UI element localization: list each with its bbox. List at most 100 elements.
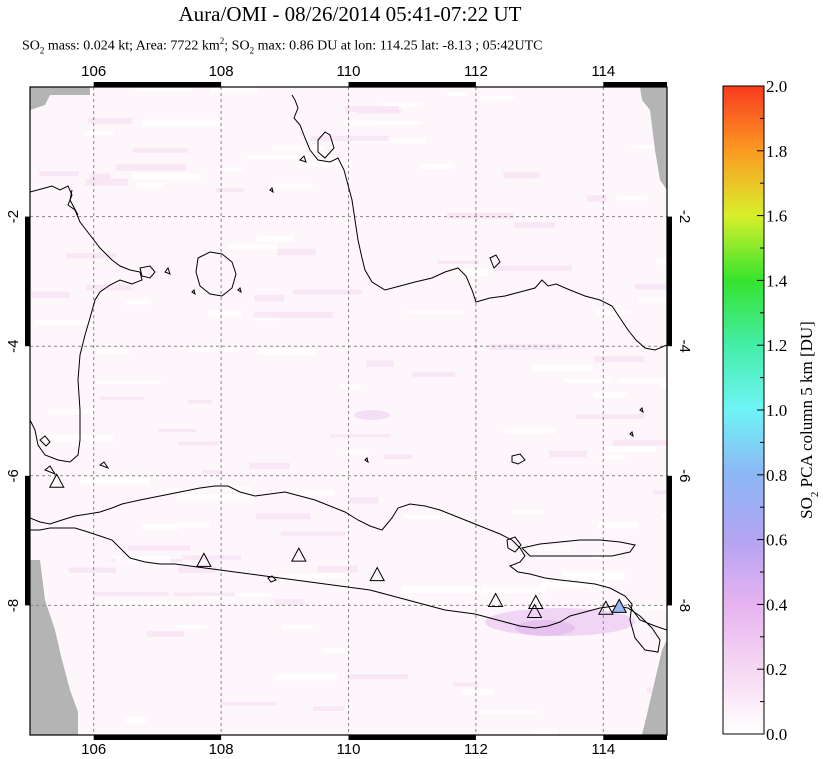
colorbar-tick-label: 1.4 <box>766 271 788 290</box>
noise-stripe <box>176 625 207 629</box>
map-border-scale <box>25 82 672 740</box>
border-bar-left <box>25 475 30 606</box>
noise-stripe <box>281 624 313 630</box>
noise-stripe <box>593 392 628 398</box>
noise-stripe <box>48 409 96 415</box>
border-bar-top <box>93 82 222 87</box>
noise-stripe <box>481 587 546 594</box>
lat-tick-label-right: -8 <box>676 599 693 612</box>
noise-stripe <box>280 531 345 536</box>
colorbar-tick-label: 0.4 <box>766 595 788 614</box>
so2-noise-layer <box>31 87 667 735</box>
volcano-marker <box>611 598 628 613</box>
noise-stripe <box>503 428 556 435</box>
noise-stripe <box>616 195 648 201</box>
noise-stripe <box>132 148 189 153</box>
noise-stripe <box>347 674 409 680</box>
noise-stripe <box>481 710 539 715</box>
noise-stripe <box>187 399 212 404</box>
noise-stripe <box>461 689 493 696</box>
noise-stripe <box>79 477 151 485</box>
map-title: Aura/OMI - 08/26/2014 05:41-07:22 UT <box>178 2 522 26</box>
noise-stripe <box>292 289 362 295</box>
noise-stripe <box>595 310 631 315</box>
noise-stripe <box>317 565 358 573</box>
noise-stripe <box>612 440 667 446</box>
noise-stripe <box>249 462 290 470</box>
border-bar-top <box>348 82 476 87</box>
noise-stripe <box>256 236 295 243</box>
noise-stripe <box>255 513 311 520</box>
noise-stripe <box>660 382 667 389</box>
noise-stripe <box>215 188 245 193</box>
noise-stripe <box>34 320 90 325</box>
lat-tick-label-right: -2 <box>676 210 693 223</box>
noise-stripe <box>533 545 570 551</box>
noise-stripe <box>530 364 593 371</box>
volcano-marker <box>487 592 504 608</box>
noise-stripe <box>254 294 285 302</box>
volcano-marker <box>527 594 544 609</box>
noise-stripe <box>159 488 187 494</box>
lat-tick-label-right: -4 <box>676 340 693 353</box>
noise-stripe <box>384 454 412 460</box>
noise-stripe <box>437 260 479 264</box>
noise-stripe <box>406 310 464 314</box>
missing-data-region <box>30 560 78 735</box>
noise-stripe <box>176 493 250 501</box>
grid-lines <box>30 87 667 735</box>
lat-tick-label-left: -8 <box>5 599 22 612</box>
noise-stripe <box>503 172 540 179</box>
noise-stripe <box>660 513 667 520</box>
noise-stripe <box>345 106 399 112</box>
noise-stripe <box>597 522 639 529</box>
border-bar-bottom <box>348 735 476 740</box>
noise-stripe <box>87 117 133 124</box>
noise-stripe <box>632 607 667 611</box>
noise-stripe <box>549 450 587 458</box>
noise-stripe <box>274 599 305 606</box>
noise-stripe <box>68 567 116 573</box>
noise-stripe <box>89 173 111 180</box>
noise-stripe <box>134 87 193 91</box>
noise-stripe <box>109 601 184 606</box>
coastlines <box>30 94 667 653</box>
noise-stripe <box>146 631 185 637</box>
noise-stripe <box>272 145 324 150</box>
noise-stripe <box>179 522 210 528</box>
border-bar-right <box>667 216 672 347</box>
volcano-marker <box>196 552 212 567</box>
noise-stripe <box>599 455 625 459</box>
noise-stripe <box>344 120 382 126</box>
border-bar-bottom <box>93 735 222 740</box>
noise-stripe <box>513 510 542 514</box>
noise-stripe <box>142 119 219 127</box>
colorbar-tick-label: 0.0 <box>766 725 787 744</box>
volcano-marker <box>290 547 307 562</box>
noise-stripe <box>531 729 559 735</box>
noise-stripe <box>312 706 345 711</box>
noise-stripe <box>401 586 480 594</box>
noise-stripe <box>340 384 361 390</box>
noise-stripe <box>182 555 241 560</box>
noise-stripe <box>638 297 667 303</box>
noise-stripe <box>202 469 223 474</box>
noise-stripe <box>452 682 479 687</box>
border-bar-bottom <box>603 735 667 740</box>
noise-stripe <box>330 434 391 438</box>
noise-stripe <box>43 435 114 442</box>
noise-stripe <box>189 347 241 352</box>
noise-stripe <box>115 556 171 563</box>
noise-stripe <box>279 573 347 579</box>
lat-tick-label-right: -6 <box>676 469 693 482</box>
noise-stripe <box>575 414 644 419</box>
noise-stripe <box>586 195 608 202</box>
colorbar-label: SO2 PCA column 5 km [DU] <box>797 321 821 519</box>
noise-stripe <box>99 396 145 400</box>
noise-stripe <box>666 96 667 101</box>
noise-stripe <box>653 490 667 495</box>
lat-tick-label-left: -4 <box>5 340 22 353</box>
noise-stripe <box>135 183 166 188</box>
colorbar-tick-label: 1.0 <box>766 401 787 420</box>
